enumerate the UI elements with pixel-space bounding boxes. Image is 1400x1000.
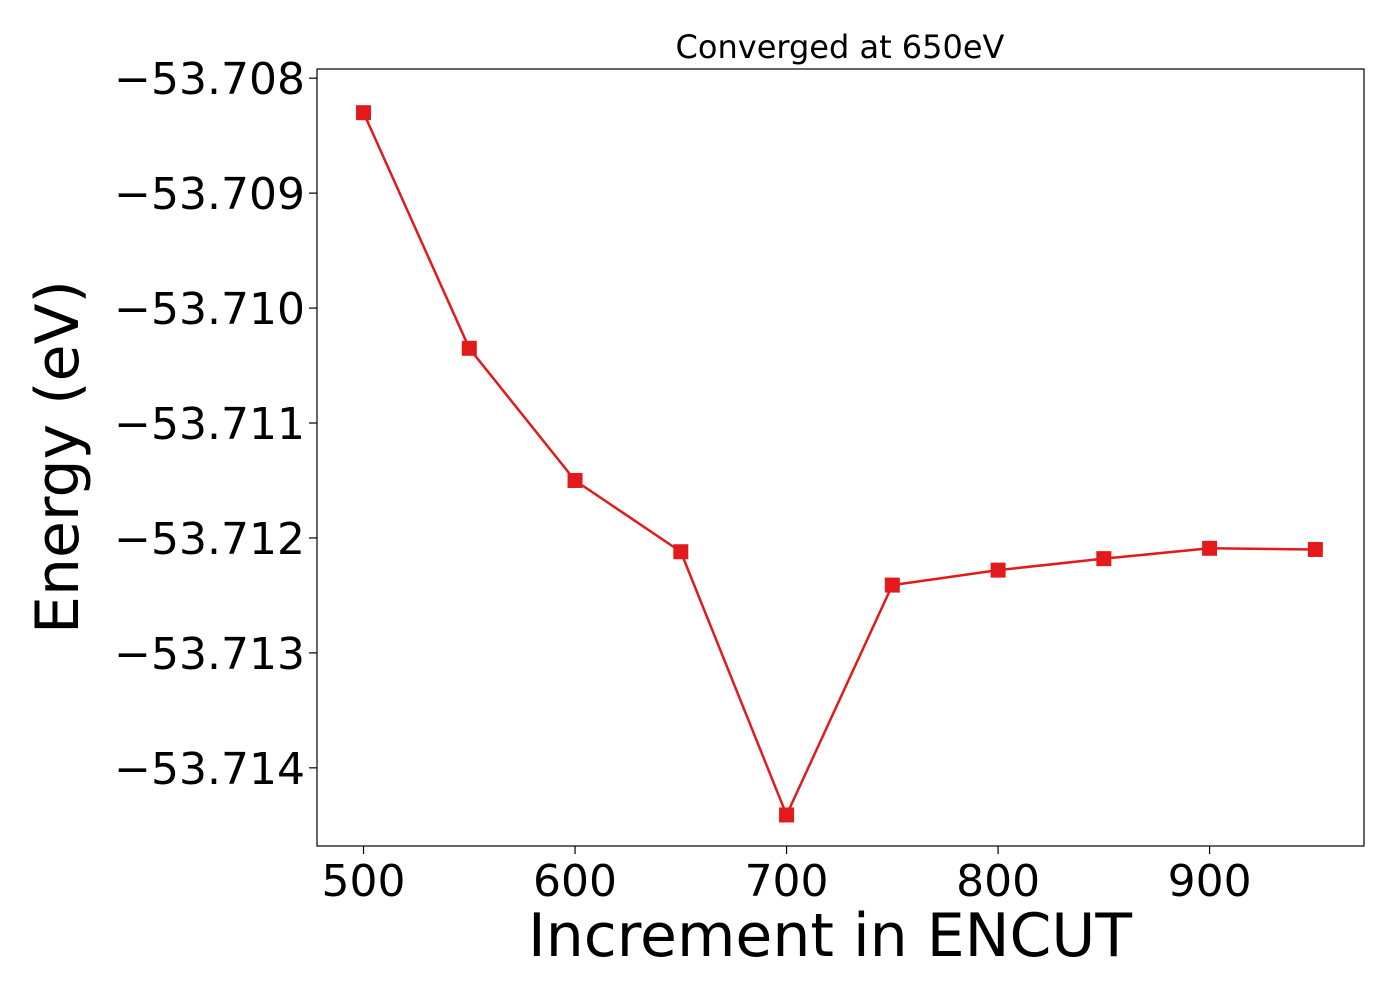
y-axis: −53.708 −53.709 −53.710 −53.711 −53.712 −53.7…	[114, 54, 317, 795]
y-tick-label: −53.713	[114, 629, 305, 680]
y-tick-label: −53.709	[114, 169, 305, 220]
data-point	[779, 807, 795, 823]
y-tick-label: −53.712	[114, 514, 305, 565]
plot-frame	[316, 68, 1365, 847]
data-point	[884, 577, 900, 593]
x-tick-label: 800	[956, 856, 1040, 907]
data-point	[567, 472, 583, 488]
data-point	[1202, 540, 1218, 556]
x-tick-label: 900	[1168, 856, 1252, 907]
data-point	[1096, 551, 1112, 567]
y-axis-label: Energy (eV)	[23, 280, 93, 634]
plot-area	[316, 68, 1365, 847]
data-series	[356, 105, 1323, 823]
data-point	[673, 544, 689, 560]
data-point	[990, 562, 1006, 578]
x-axis: 500 600 700 800 900	[322, 846, 1252, 907]
y-tick-label: −53.710	[114, 284, 305, 335]
data-point	[1307, 541, 1323, 557]
data-point	[356, 105, 372, 121]
x-axis-label: Increment in ENCUT	[528, 901, 1132, 971]
chart-title: Converged at 650eV	[676, 28, 1005, 66]
data-point	[461, 340, 477, 356]
x-tick-label: 500	[322, 856, 406, 907]
x-tick-label: 600	[533, 856, 617, 907]
x-tick-label: 700	[745, 856, 829, 907]
y-tick-label: −53.711	[114, 399, 305, 450]
series-line	[362, 112, 1316, 817]
y-tick-label: −53.708	[114, 54, 305, 105]
y-tick-label: −53.714	[114, 744, 305, 795]
